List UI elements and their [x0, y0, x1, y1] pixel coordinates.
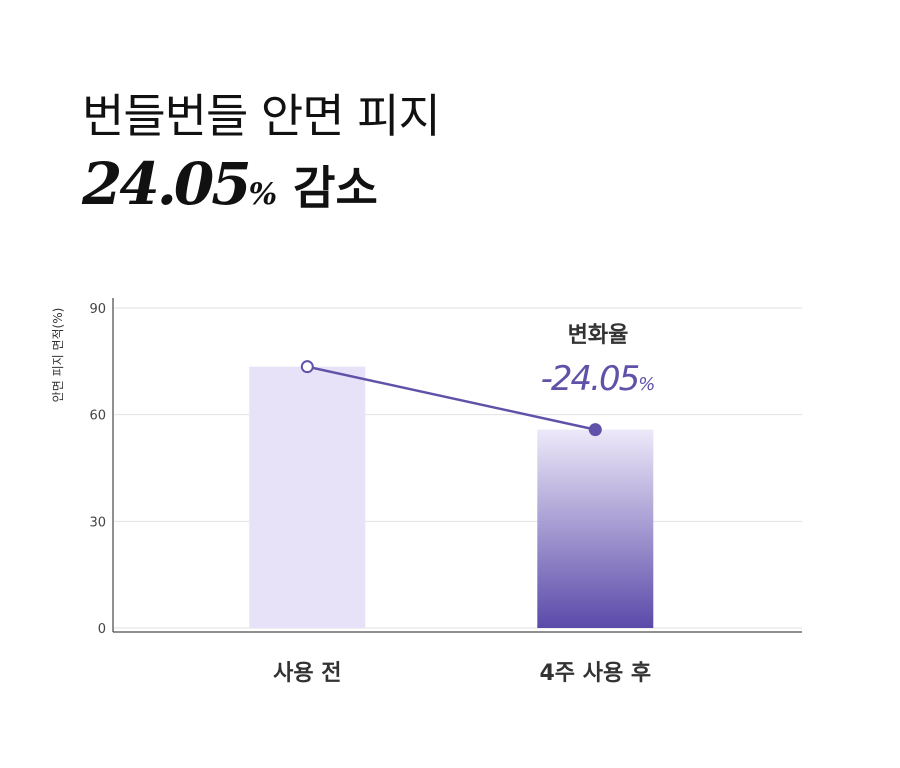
y-axis-label: 안면 피지 면적(%)	[51, 308, 65, 403]
trend-point	[300, 360, 314, 374]
trend-line	[307, 365, 596, 431]
trend-point	[588, 423, 602, 437]
headline: 번들번들 안면 피지	[82, 89, 441, 143]
bar	[537, 429, 654, 628]
y-tick-label: 60	[89, 409, 106, 424]
annotation-unit: %	[638, 374, 655, 395]
headline-text: 감소	[293, 161, 378, 215]
x-tick-label: 4주 사용 후	[540, 661, 652, 686]
y-tick-label: 0	[98, 622, 106, 637]
bar	[249, 366, 366, 628]
headline-number: 24.05	[82, 150, 252, 218]
x-tick-label: 사용 전	[273, 661, 341, 686]
annotation-number: -24.05	[541, 359, 639, 399]
annotation-label: 변화율	[568, 323, 629, 348]
annotation-value: -24.05%	[541, 359, 656, 399]
y-tick-label: 30	[89, 515, 106, 530]
headline-result: 24.05% 감소	[82, 150, 378, 218]
y-tick-label: 90	[89, 302, 106, 317]
headline-unit: %	[248, 177, 278, 212]
